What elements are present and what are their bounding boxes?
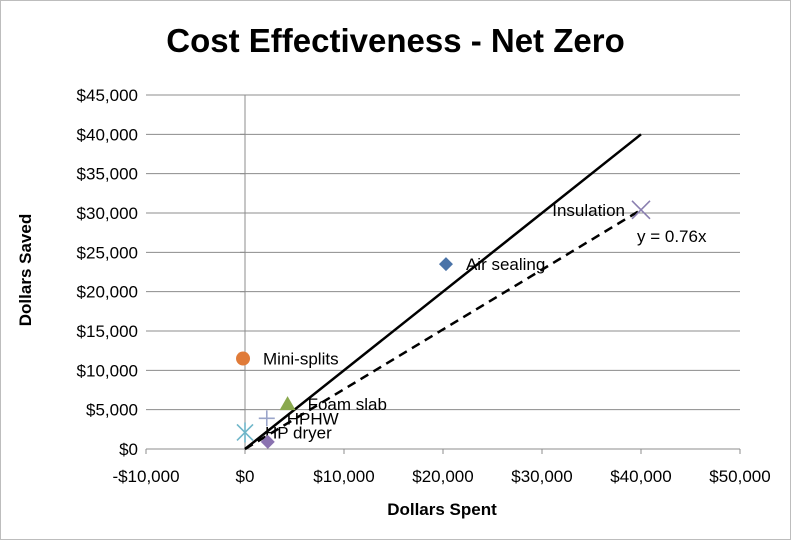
point-label: Mini-splits [263,350,339,369]
x-tick-label: $50,000 [709,467,770,486]
chart-title: Cost Effectiveness - Net Zero [166,22,625,59]
point-label: Air sealing [466,255,545,274]
x-tick-label: $20,000 [412,467,473,486]
hphw-marker [258,410,275,427]
foam-slab-marker [279,396,296,411]
x-tick-label: $10,000 [313,467,374,486]
x-tick-label: $40,000 [610,467,671,486]
point-label: HP dryer [265,423,332,442]
y-tick-label: $0 [119,440,138,459]
y-tick-label: $40,000 [77,125,138,144]
unlabeled-marker [260,434,275,449]
mini-splits-marker [236,351,251,366]
x-tick-label: -$10,000 [112,467,179,486]
trendline-equation: y = 0.76x [637,227,707,246]
x-tick-label: $30,000 [511,467,572,486]
y-tick-label: $25,000 [77,243,138,262]
point-label: Foam slab [308,395,387,414]
hp-dryer-marker [236,422,254,443]
x-tick-label: $0 [236,467,255,486]
point-label: HPHW [287,409,339,428]
y-tick-label: $20,000 [77,283,138,302]
point-label: Insulation [552,201,625,220]
break-even-line [244,133,642,450]
y-tick-label: $45,000 [77,86,138,105]
y-tick-label: $5,000 [86,401,138,420]
trendline [244,208,642,451]
y-tick-label: $15,000 [77,322,138,341]
x-axis-label: Dollars Spent [387,500,497,519]
x-stroke [631,200,651,220]
y-tick-label: $30,000 [77,204,138,223]
y-tick-label: $35,000 [77,165,138,184]
air-sealing-marker [438,257,453,272]
insulation-marker [631,200,651,220]
y-tick-label: $10,000 [77,361,138,380]
